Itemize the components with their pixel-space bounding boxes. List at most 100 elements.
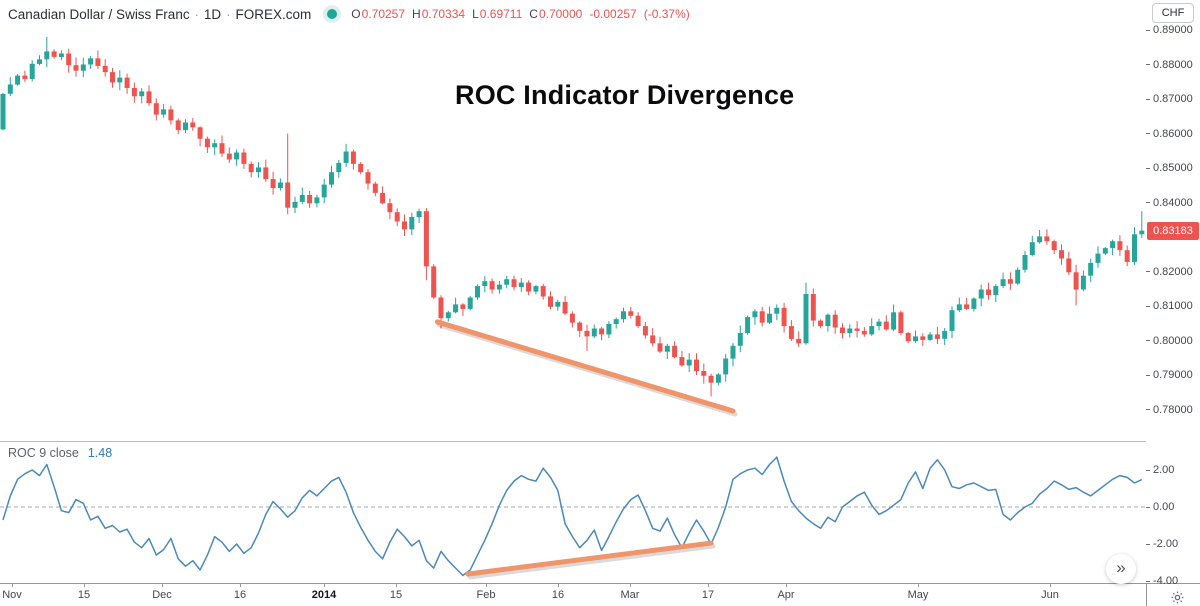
roc-indicator-pane-chart[interactable] <box>0 442 1146 583</box>
candle-body <box>832 314 838 328</box>
roc-indicator-value: 1.48 <box>87 446 113 460</box>
time-tick-mark <box>630 583 631 587</box>
price-tick-label: 0.87000 <box>1153 93 1193 105</box>
trendline-drawing[interactable] <box>434 319 736 414</box>
candle-body <box>285 182 291 208</box>
scroll-right-button[interactable]: » <box>1106 554 1136 584</box>
roc-indicator-legend: ROC 9 close 1.48 <box>8 446 112 460</box>
candle-body <box>197 127 203 139</box>
candle-body <box>540 286 546 297</box>
price-pane-chart[interactable] <box>0 0 1146 441</box>
exchange-label[interactable]: FOREX.com <box>235 6 312 22</box>
time-axis[interactable]: Nov 15 Dec 16 2014 15 Feb 16 Mar 17 Apr May Jun <box>0 583 1146 606</box>
candle-body <box>307 195 313 204</box>
candle-body <box>102 65 108 73</box>
time-tick-mark <box>162 583 163 587</box>
candle-body <box>212 143 218 148</box>
time-tick-mark <box>396 583 397 587</box>
candle-body <box>387 203 393 213</box>
candle-body <box>394 212 400 222</box>
candle-body <box>80 64 86 71</box>
candle-body <box>869 326 875 335</box>
tick-mark <box>1146 340 1150 342</box>
candle-body <box>964 304 970 309</box>
candle-body <box>343 151 349 163</box>
time-tick-mark <box>558 583 559 587</box>
price-tick-label: 0.80000 <box>1153 334 1193 347</box>
close-label: C <box>529 7 538 21</box>
tick-mark <box>1146 543 1150 545</box>
currency-toggle-button[interactable]: CHF <box>1152 3 1194 23</box>
candle-body <box>913 336 918 342</box>
candle-body <box>591 328 597 337</box>
candle-body <box>7 84 13 94</box>
price-tick-label: 0.86000 <box>1153 127 1193 140</box>
price-axis[interactable]: 0.89000 0.88000 0.87000 0.86000 0.85000 0.840… <box>1146 0 1200 587</box>
low-label: L <box>472 7 479 21</box>
close-value: 0.70000 <box>538 7 583 21</box>
tick-mark <box>1146 29 1150 31</box>
candle-body <box>29 63 35 79</box>
trendline-drawing[interactable] <box>465 540 714 577</box>
candle-body <box>672 345 678 358</box>
candle-body <box>569 313 575 323</box>
candle-body <box>241 152 247 164</box>
candle-body <box>336 162 342 173</box>
candle-body <box>431 266 437 298</box>
candle-body <box>971 298 977 309</box>
candle-body <box>292 201 298 208</box>
price-tick: 0.82000 <box>1146 266 1200 278</box>
candle-body <box>861 330 867 335</box>
candle-body <box>650 335 656 344</box>
time-tick-label: 16 <box>233 589 247 601</box>
tick-mark <box>1146 271 1150 273</box>
candle-body <box>730 345 736 359</box>
legend-separator: · <box>194 6 199 22</box>
candle-body <box>942 330 948 339</box>
candle-body <box>402 221 407 230</box>
axis-settings-gear-icon[interactable] <box>1168 588 1186 606</box>
interval-label[interactable]: 1D <box>203 6 222 22</box>
change-value: -0.00257 <box>589 7 637 21</box>
candle-body <box>496 284 502 290</box>
candle-body <box>1088 262 1094 276</box>
candle-body <box>153 103 159 115</box>
roc-tick-label: 0.00 <box>1153 501 1175 513</box>
symbol-title[interactable]: Canadian Dollar / Swiss Franc <box>8 6 190 22</box>
time-tick-mark <box>786 583 787 587</box>
candle-body <box>1022 255 1028 270</box>
candle-body <box>577 322 583 331</box>
roc-indicator-name[interactable]: ROC 9 close <box>8 446 79 460</box>
time-tick-mark <box>708 583 709 587</box>
open-label: O <box>351 7 361 21</box>
candle-body <box>350 151 356 164</box>
candle-body <box>299 195 305 202</box>
candle-body <box>139 91 145 97</box>
pane-separator[interactable] <box>0 441 1200 442</box>
time-tick-mark <box>1050 583 1051 587</box>
candle-body <box>1132 234 1137 262</box>
tick-mark <box>1146 64 1150 65</box>
tick-mark <box>1146 305 1150 307</box>
candle-body <box>256 167 261 173</box>
candle-body <box>701 371 707 376</box>
candle-body <box>37 59 42 64</box>
candle-body <box>22 75 28 80</box>
candle-body <box>1102 248 1108 254</box>
candle-body <box>934 334 940 339</box>
price-tick-label: 0.81000 <box>1153 300 1193 313</box>
time-tick-label: 17 <box>701 589 715 601</box>
candle-body <box>1059 250 1064 259</box>
candle-body <box>453 304 459 313</box>
price-tick-label: 0.82000 <box>1153 265 1193 278</box>
candle-body <box>555 301 561 307</box>
candle-body <box>1073 272 1079 290</box>
high-value: 0.70334 <box>421 7 466 21</box>
price-tick-label: 0.84000 <box>1153 196 1193 209</box>
time-tick-label: 2014 <box>311 589 337 601</box>
price-tick: 0.86000 <box>1146 128 1200 140</box>
candle-body <box>1007 279 1013 284</box>
candle-body <box>715 374 721 383</box>
tick-mark <box>1146 133 1150 134</box>
